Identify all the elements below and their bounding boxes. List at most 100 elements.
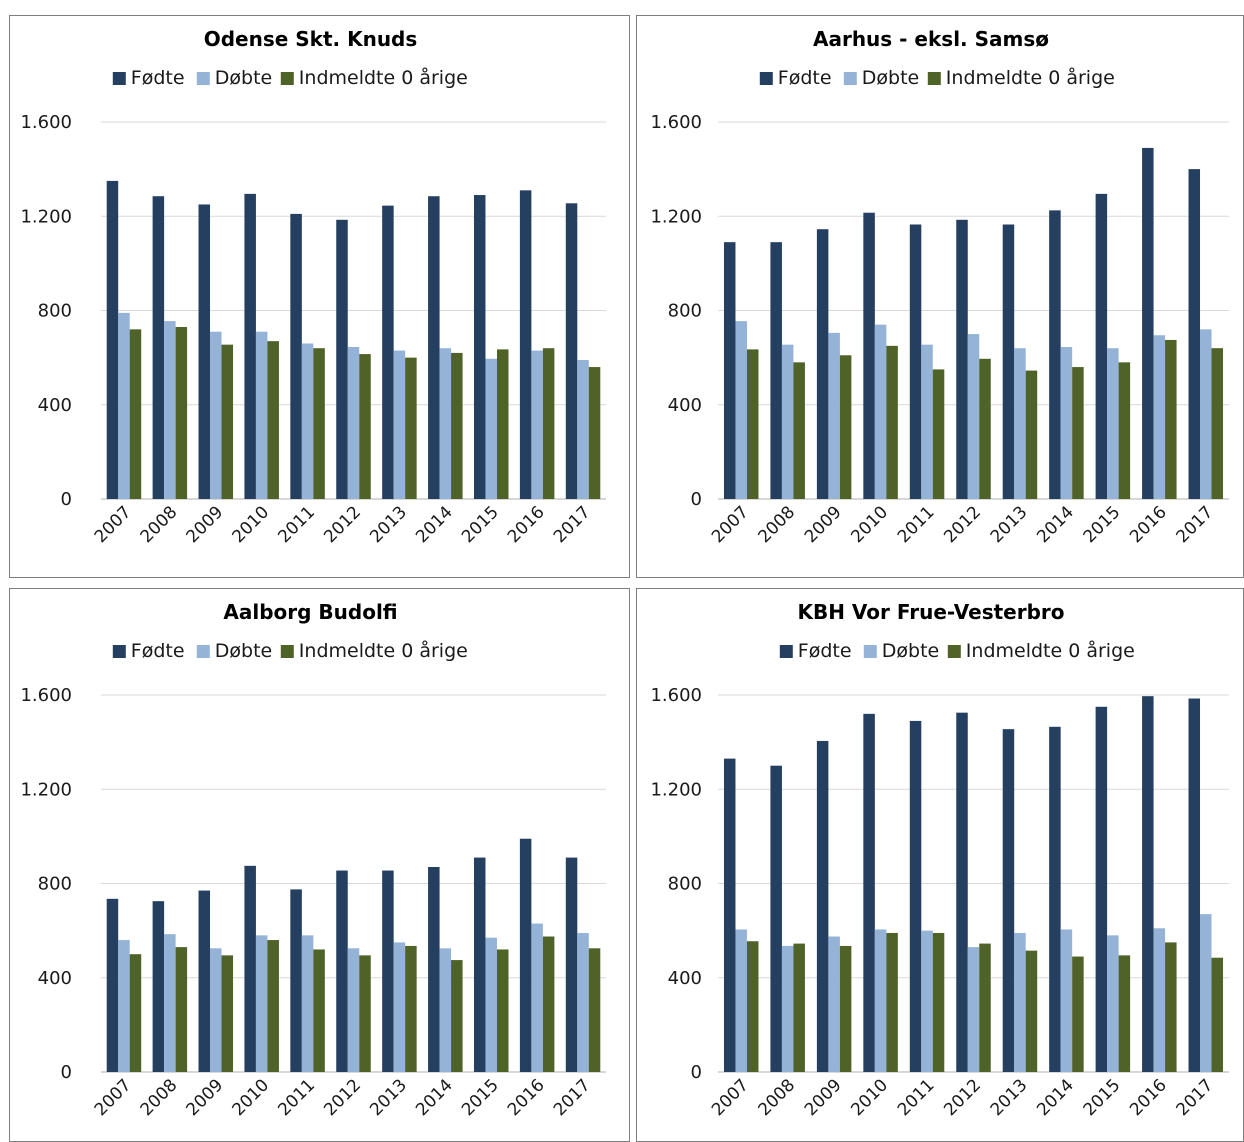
- y-tick-label: 0: [691, 1062, 702, 1083]
- chart-panel-odense: Odense Skt. Knuds Fødte Døbte Indmeldte 0 å…: [9, 15, 630, 578]
- bar-fodte-2007: [106, 898, 119, 1072]
- bar-fodte-2013: [382, 870, 394, 1072]
- bar-dobte-2013: [1014, 932, 1026, 1072]
- bar-fodte-2015: [1095, 706, 1108, 1072]
- bar-indmeldte-2011: [313, 949, 325, 1072]
- legend: Fødte Døbte Indmeldte 0 årige: [779, 639, 1135, 662]
- bar-dobte-2015: [485, 937, 497, 1072]
- bar-indmeldte-2007: [746, 349, 759, 499]
- bar-dobte-2011: [301, 935, 314, 1072]
- x-tick-label: 2008: [754, 1075, 799, 1120]
- legend-label-fodte: Fødte: [131, 67, 185, 89]
- bar-dobte-2008: [164, 934, 176, 1072]
- y-tick-label: 1.600: [20, 112, 72, 133]
- bar-fodte-2014: [428, 867, 440, 1072]
- bar-fodte-2013: [1002, 224, 1015, 499]
- x-tick-label: 2016: [1126, 1075, 1171, 1120]
- y-tick-label: 1.600: [650, 112, 702, 133]
- bar-indmeldte-2008: [175, 947, 188, 1072]
- bar-indmeldte-2008: [175, 326, 188, 499]
- bar-indmeldte-2017: [588, 367, 601, 499]
- bar-indmeldte-2007: [129, 954, 142, 1072]
- x-tick-label: 2017: [550, 1075, 595, 1120]
- x-tick-label: 2009: [183, 1075, 228, 1120]
- x-tick-label: 2017: [1173, 1075, 1218, 1120]
- bar-dobte-2013: [1014, 348, 1026, 499]
- x-tick-label: 2013: [987, 1075, 1032, 1120]
- bar-fodte-2016: [519, 190, 532, 500]
- bar-fodte-2009: [198, 890, 211, 1072]
- bar-indmeldte-2015: [496, 949, 509, 1072]
- bar-indmeldte-2010: [886, 932, 898, 1072]
- bar-dobte-2009: [210, 948, 222, 1072]
- bar-fodte-2012: [956, 712, 968, 1072]
- bar-indmeldte-2008: [793, 362, 805, 499]
- x-tick-label: 2014: [1033, 502, 1078, 547]
- x-tick-label: 2017: [1173, 502, 1218, 547]
- bar-fodte-2014: [1049, 726, 1061, 1072]
- legend-swatch-fodte: [112, 72, 126, 85]
- bar-fodte-2017: [565, 857, 578, 1072]
- bar-fodte-2010: [244, 193, 256, 499]
- bar-dobte-2008: [781, 945, 794, 1072]
- bar-indmeldte-2014: [451, 960, 463, 1072]
- bar-fodte-2007: [723, 758, 736, 1072]
- bar-dobte-2009: [210, 331, 222, 499]
- x-tick-label: 2012: [320, 1075, 365, 1120]
- x-tick-label: 2013: [366, 502, 411, 547]
- x-tick-label: 2012: [320, 502, 365, 547]
- chart-title: KBH Vor Frue-Vesterbro: [797, 600, 1064, 624]
- y-tick-label: 0: [61, 489, 72, 510]
- bar-dobte-2008: [164, 321, 176, 499]
- bar-dobte-2014: [1060, 929, 1073, 1072]
- legend-swatch-dobte: [843, 72, 857, 85]
- bar-fodte-2012: [336, 219, 348, 500]
- bar-dobte-2017: [1200, 914, 1212, 1072]
- bar-dobte-2009: [828, 936, 840, 1072]
- bar-indmeldte-2013: [1025, 950, 1038, 1072]
- x-tick-label: 2011: [274, 502, 319, 547]
- x-tick-label: 2015: [1080, 1075, 1125, 1120]
- bar-dobte-2017: [577, 359, 589, 499]
- legend: Fødte Døbte Indmeldte 0 årige: [112, 639, 468, 662]
- x-tick-label: 2016: [504, 1075, 549, 1120]
- legend-label-indmeldte: Indmeldte 0 årige: [946, 66, 1115, 89]
- chart-aalborg: Aalborg Budolfi Fødte Døbte Indmeldte 0 åri…: [20, 600, 606, 1120]
- legend: Fødte Døbte Indmeldte 0 årige: [759, 66, 1115, 89]
- bar-dobte-2011: [301, 343, 314, 499]
- legend-swatch-fodte: [112, 645, 126, 658]
- bar-indmeldte-2010: [267, 341, 279, 499]
- bar-indmeldte-2009: [221, 955, 234, 1072]
- bar-indmeldte-2007: [129, 329, 142, 499]
- bar-dobte-2011: [921, 344, 933, 499]
- bar-indmeldte-2015: [496, 349, 509, 499]
- x-tick-label: 2007: [91, 502, 136, 547]
- chart-panel-aarhus: Aarhus - eksl. Samsø Fødte Døbte Indmeldte …: [636, 15, 1244, 578]
- bar-fodte-2013: [1002, 729, 1015, 1072]
- x-tick-label: 2010: [228, 502, 273, 547]
- y-tick-label: 800: [668, 301, 702, 322]
- x-tick-label: 2007: [708, 502, 753, 547]
- legend-label-indmeldte: Indmeldte 0 årige: [299, 66, 468, 89]
- bar-indmeldte-2008: [793, 943, 805, 1072]
- chart-panel-kbh: KBH Vor Frue-Vesterbro Fødte Døbte Indmeldt…: [636, 588, 1244, 1142]
- bar-dobte-2011: [921, 930, 933, 1072]
- chart-title: Aarhus - eksl. Samsø: [813, 27, 1049, 51]
- bar-fodte-2012: [336, 870, 348, 1072]
- x-tick-label: 2010: [847, 502, 892, 547]
- bar-indmeldte-2011: [932, 932, 945, 1072]
- bar-dobte-2012: [347, 948, 360, 1072]
- bar-fodte-2017: [1188, 169, 1201, 499]
- bar-fodte-2015: [1095, 193, 1108, 499]
- bar-dobte-2016: [1153, 335, 1166, 499]
- bar-indmeldte-2014: [1072, 956, 1084, 1072]
- bar-indmeldte-2013: [1025, 370, 1038, 499]
- bar-fodte-2008: [152, 901, 165, 1072]
- bar-fodte-2007: [106, 180, 119, 499]
- y-tick-label: 800: [668, 874, 702, 895]
- bar-indmeldte-2011: [932, 369, 945, 499]
- x-tick-label: 2009: [183, 502, 228, 547]
- bar-fodte-2017: [565, 203, 578, 499]
- bar-fodte-2011: [909, 720, 922, 1072]
- bar-dobte-2010: [255, 331, 268, 499]
